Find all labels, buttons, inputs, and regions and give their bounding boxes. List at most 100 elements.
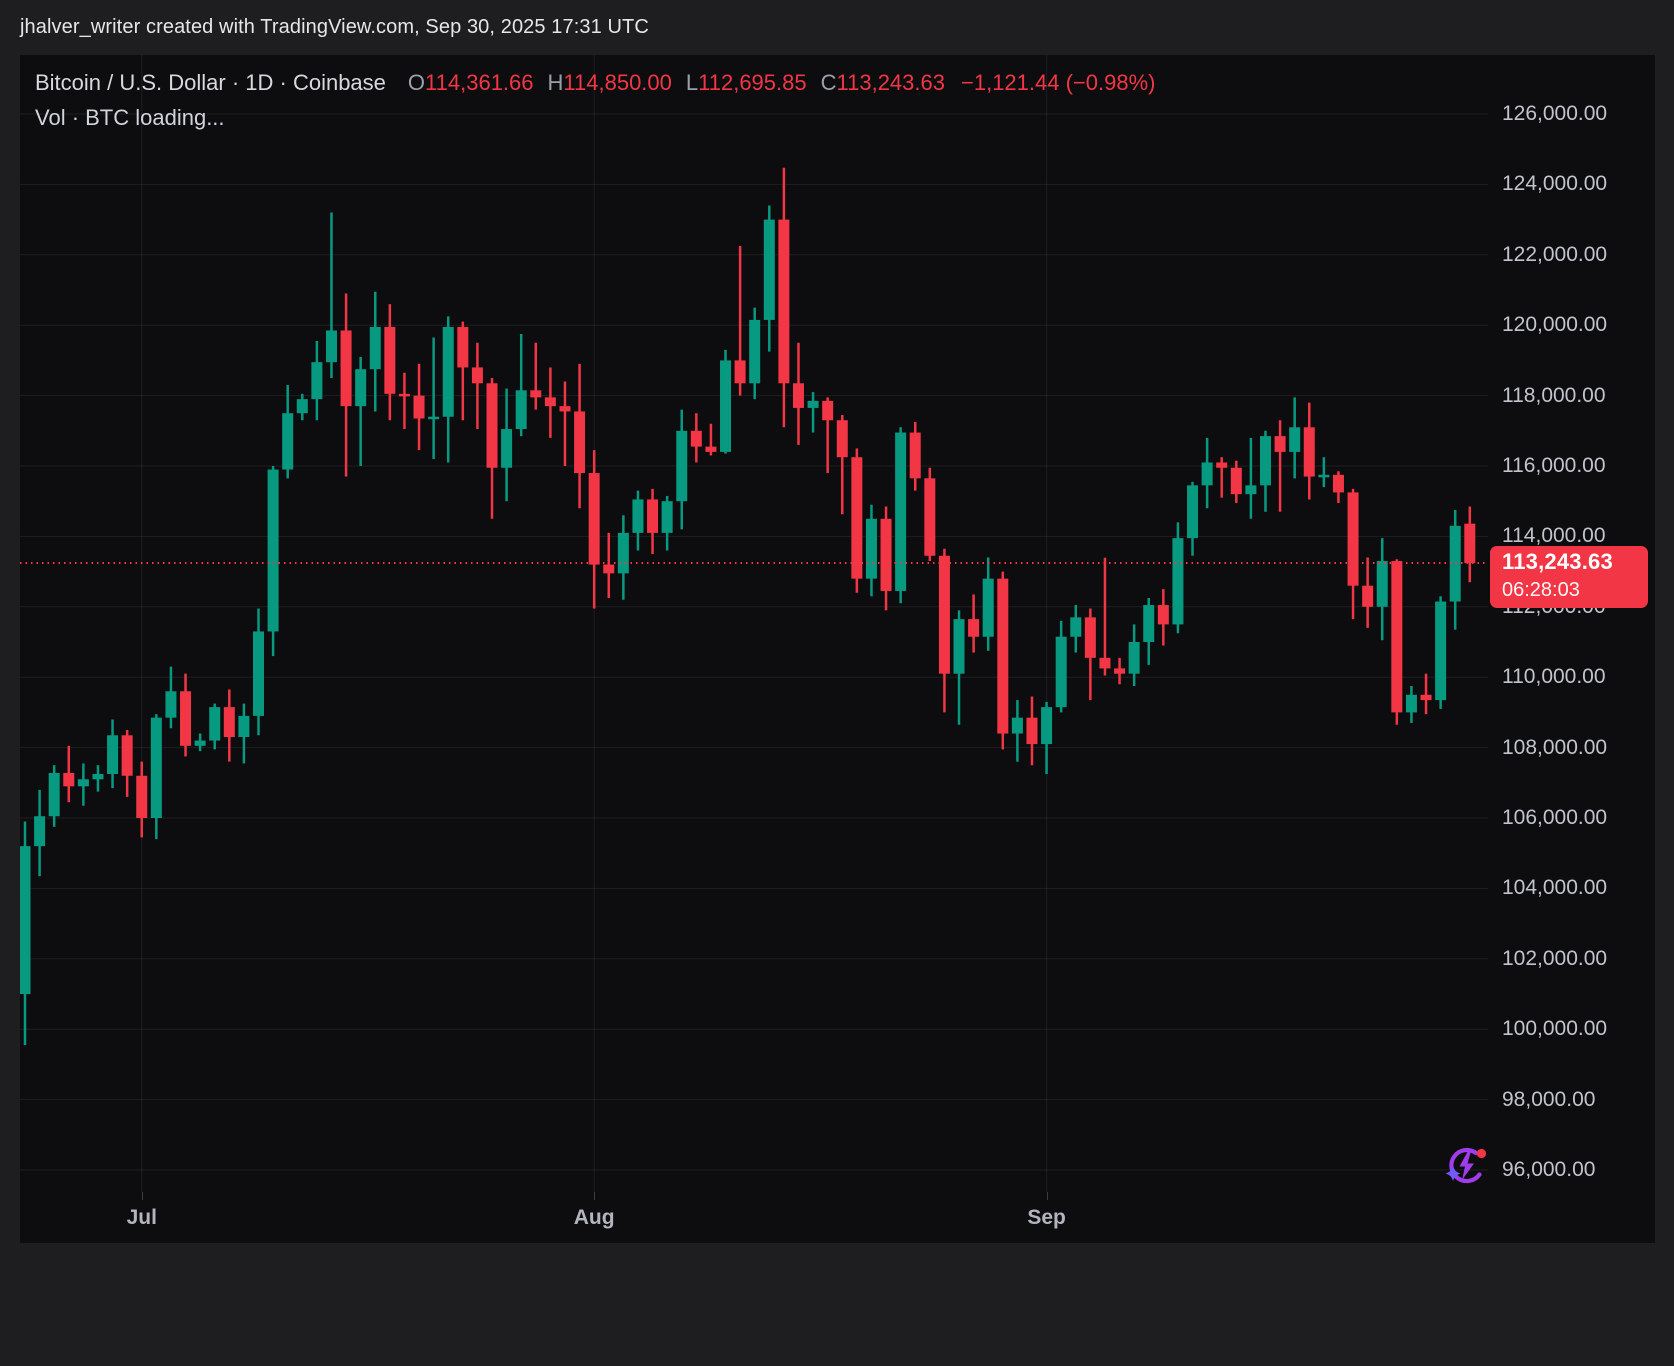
candle-body[interactable] bbox=[1128, 642, 1140, 674]
candle-body[interactable] bbox=[1187, 485, 1199, 539]
candle-body[interactable] bbox=[77, 779, 89, 787]
candle-body[interactable] bbox=[1405, 694, 1417, 713]
candle-body[interactable] bbox=[1289, 427, 1301, 452]
candle-body[interactable] bbox=[690, 430, 702, 447]
candle-body[interactable] bbox=[165, 691, 177, 718]
candle-body[interactable] bbox=[749, 319, 761, 384]
candle-body[interactable] bbox=[1201, 462, 1213, 486]
price-scale-label[interactable]: 114,000.00 bbox=[1502, 524, 1606, 548]
candle-body[interactable] bbox=[194, 740, 206, 746]
candle-body[interactable] bbox=[20, 846, 31, 994]
price-scale-label[interactable]: 108,000.00 bbox=[1502, 735, 1608, 759]
candle-body[interactable] bbox=[311, 362, 323, 400]
candle-body[interactable] bbox=[282, 413, 294, 470]
candle-body[interactable] bbox=[398, 393, 410, 397]
price-scale-label[interactable]: 106,000.00 bbox=[1502, 806, 1608, 829]
candle-body[interactable] bbox=[442, 326, 454, 417]
candle-body[interactable] bbox=[997, 578, 1009, 734]
candle-body[interactable] bbox=[325, 330, 337, 363]
candle-body[interactable] bbox=[763, 219, 775, 320]
candle-body[interactable] bbox=[1274, 436, 1286, 452]
candle-body[interactable] bbox=[355, 369, 367, 407]
candle-body[interactable] bbox=[924, 478, 936, 556]
candle-body[interactable] bbox=[603, 564, 615, 574]
candle-body[interactable] bbox=[107, 735, 119, 774]
candle-body[interactable] bbox=[559, 406, 571, 412]
candle-body[interactable] bbox=[1099, 657, 1111, 669]
candle-body[interactable] bbox=[267, 469, 279, 632]
candle-body[interactable] bbox=[617, 532, 629, 574]
price-scale-label[interactable]: 120,000.00 bbox=[1502, 313, 1608, 337]
candle-body[interactable] bbox=[1143, 605, 1155, 642]
chart-legend[interactable]: Bitcoin / U.S. Dollar · 1D · Coinbase O11… bbox=[35, 70, 1155, 131]
price-scale-label[interactable]: 124,000.00 bbox=[1502, 172, 1608, 196]
chart-pane[interactable] bbox=[20, 55, 1655, 1243]
month-label[interactable]: Jul bbox=[126, 1206, 157, 1229]
candle-body[interactable] bbox=[647, 499, 659, 533]
price-scale-label[interactable]: 116,000.00 bbox=[1502, 454, 1606, 477]
candlestick-chart[interactable] bbox=[20, 55, 1655, 1243]
candle-body[interactable] bbox=[953, 619, 965, 674]
month-label[interactable]: Aug bbox=[573, 1206, 615, 1229]
volume-legend[interactable]: Vol · BTC loading... bbox=[35, 105, 225, 130]
candle-body[interactable] bbox=[1347, 492, 1359, 586]
candle-body[interactable] bbox=[1420, 694, 1432, 701]
candle-body[interactable] bbox=[1449, 525, 1461, 602]
price-scale-label[interactable]: 118,000.00 bbox=[1502, 383, 1606, 407]
candle-body[interactable] bbox=[1172, 538, 1184, 625]
candle-body[interactable] bbox=[865, 518, 877, 579]
candle-body[interactable] bbox=[1259, 436, 1271, 486]
candle-body[interactable] bbox=[807, 400, 819, 408]
candle-body[interactable] bbox=[1391, 561, 1403, 713]
candle-body[interactable] bbox=[92, 774, 104, 780]
candle-body[interactable] bbox=[880, 518, 892, 591]
price-scale-label[interactable]: 126,000.00 bbox=[1502, 102, 1608, 125]
candle-body[interactable] bbox=[1332, 474, 1344, 493]
price-scale-label[interactable]: 96,000.00 bbox=[1502, 1158, 1596, 1181]
candle-body[interactable] bbox=[1318, 474, 1330, 478]
current-price-badge[interactable]: 113,243.63 06:28:03 bbox=[1490, 546, 1648, 609]
candle-body[interactable] bbox=[1041, 707, 1053, 745]
candle-body[interactable] bbox=[1055, 636, 1067, 708]
candle-body[interactable] bbox=[238, 715, 250, 738]
price-scale-label[interactable]: 100,000.00 bbox=[1502, 1017, 1608, 1041]
candle-body[interactable] bbox=[632, 499, 644, 533]
candle-body[interactable] bbox=[1435, 601, 1447, 701]
candle-body[interactable] bbox=[1011, 717, 1023, 734]
candle-body[interactable] bbox=[515, 390, 527, 430]
candle-body[interactable] bbox=[836, 420, 848, 458]
candle-body[interactable] bbox=[822, 400, 834, 421]
candle-body[interactable] bbox=[1070, 617, 1082, 637]
candle-body[interactable] bbox=[544, 397, 556, 407]
candle-body[interactable] bbox=[968, 619, 980, 637]
candle-body[interactable] bbox=[982, 578, 994, 637]
candle-body[interactable] bbox=[778, 219, 790, 384]
candle-body[interactable] bbox=[1362, 585, 1374, 607]
candle-body[interactable] bbox=[720, 360, 732, 452]
candle-body[interactable] bbox=[150, 717, 162, 818]
candle-body[interactable] bbox=[676, 430, 688, 502]
candle-body[interactable] bbox=[1303, 427, 1315, 477]
candle-body[interactable] bbox=[1376, 561, 1388, 607]
candle-body[interactable] bbox=[223, 707, 235, 738]
candle-body[interactable] bbox=[1464, 523, 1476, 564]
candle-body[interactable] bbox=[1084, 617, 1096, 658]
candle-body[interactable] bbox=[209, 707, 221, 741]
price-scale-label[interactable]: 110,000.00 bbox=[1502, 665, 1606, 689]
candle-body[interactable] bbox=[340, 330, 352, 407]
candle-body[interactable] bbox=[457, 326, 469, 368]
candle-body[interactable] bbox=[34, 816, 46, 847]
candle-body[interactable] bbox=[851, 457, 863, 579]
candle-body[interactable] bbox=[705, 446, 717, 452]
month-label[interactable]: Sep bbox=[1027, 1206, 1066, 1229]
candle-body[interactable] bbox=[413, 395, 425, 419]
candle-body[interactable] bbox=[661, 501, 673, 533]
candle-body[interactable] bbox=[486, 383, 498, 468]
candle-body[interactable] bbox=[530, 390, 542, 398]
price-scale-label[interactable]: 104,000.00 bbox=[1502, 876, 1608, 900]
symbol-title[interactable]: Bitcoin / U.S. Dollar · 1D · Coinbase bbox=[35, 70, 386, 95]
candle-body[interactable] bbox=[734, 360, 746, 384]
candle-body[interactable] bbox=[180, 691, 192, 746]
candle-body[interactable] bbox=[471, 367, 483, 384]
candle-body[interactable] bbox=[938, 555, 950, 674]
